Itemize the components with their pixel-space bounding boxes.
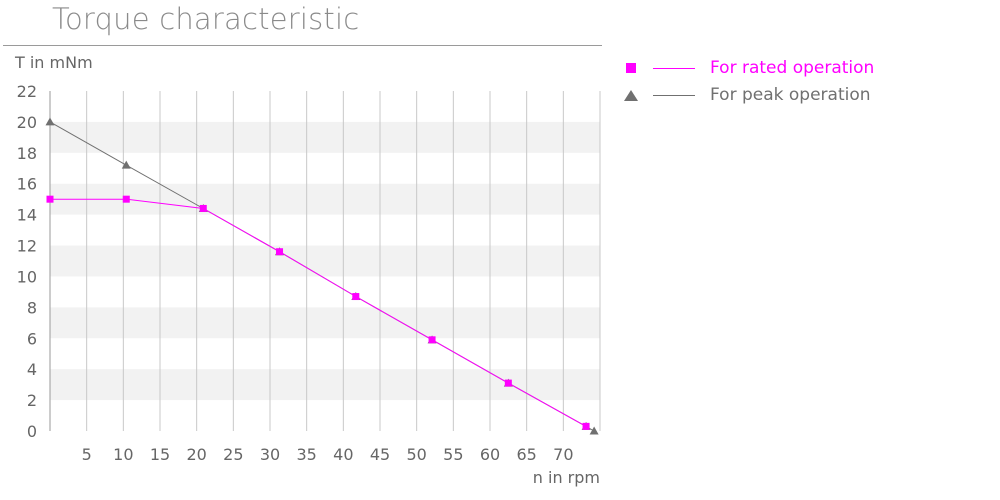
data-point-square [122,195,130,203]
series-rated [46,195,590,430]
x-tick-label: 20 [186,445,206,464]
legend-label-peak: For peak operation [710,85,871,105]
y-tick-label: 14 [17,206,37,225]
x-tick-label: 40 [333,445,353,464]
x-tick-label: 65 [516,445,536,464]
data-point-square [276,248,284,256]
data-point-square [582,422,590,430]
data-point-triangle [121,160,131,169]
x-tick-label: 55 [443,445,463,464]
legend-item-peak: For peak operation [620,84,980,106]
chart-title: Torque characteristic [52,2,360,36]
y-tick-label: 16 [17,175,37,194]
data-point-square [428,336,436,344]
y-tick-label: 12 [17,237,37,256]
x-tick-label: 25 [223,445,243,464]
x-tick-label: 15 [150,445,170,464]
title-divider [3,45,602,46]
y-tick-label: 0 [27,422,37,441]
y-tick-label: 2 [27,391,37,410]
x-tick-label: 60 [480,445,500,464]
triangle-marker-icon [620,89,642,101]
y-tick-label: 6 [27,329,37,348]
legend-line-peak [653,94,695,96]
data-point-triangle [589,426,599,435]
legend-label-rated: For rated operation [710,58,875,78]
y-tick-label: 20 [17,113,37,132]
y-tick-label: 4 [27,360,37,379]
x-tick-label: 35 [296,445,316,464]
y-tick-label: 18 [17,144,37,163]
legend-item-rated: For rated operation [620,57,980,79]
series-line [50,198,587,427]
data-point-square [504,379,512,387]
x-tick-label: 30 [260,445,280,464]
square-marker-icon [620,63,642,73]
y-tick-label: 22 [17,82,37,101]
y-tick-label: 10 [17,267,37,286]
grid-band [50,369,600,401]
y-axis-label: T in mNm [14,53,93,72]
x-tick-label: 50 [406,445,426,464]
x-tick-label: 45 [370,445,390,464]
x-tick-label: 5 [82,445,92,464]
grid-band [50,183,600,215]
x-axis-label: n in rpm [533,468,600,487]
data-point-triangle [45,117,55,126]
x-tick-label: 10 [113,445,133,464]
data-point-square [46,195,54,203]
grid-band [50,245,600,277]
data-point-square [199,204,207,212]
grid-band [50,307,600,339]
data-point-square [352,293,360,301]
y-tick-label: 8 [27,298,37,317]
legend-line-rated [653,67,695,69]
x-tick-label: 70 [553,445,573,464]
grid-band [50,121,600,153]
